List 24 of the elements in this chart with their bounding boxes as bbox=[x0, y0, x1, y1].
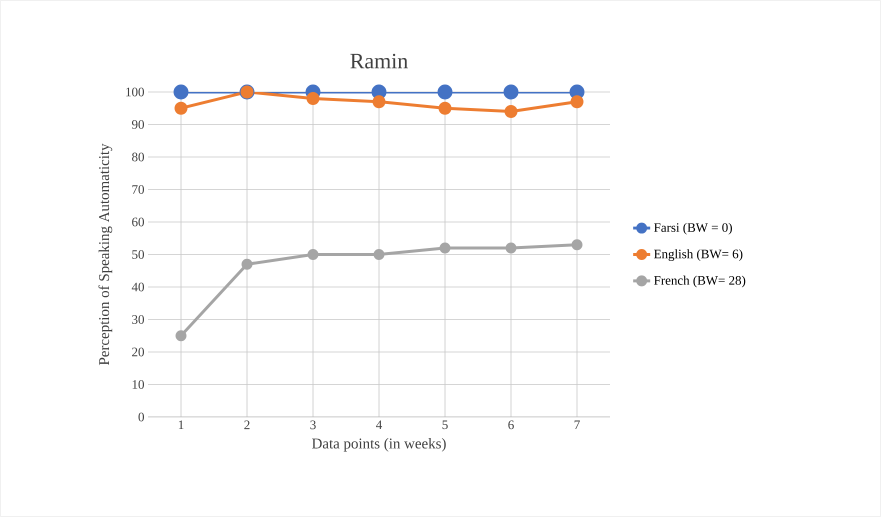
y-axis-title: Perception of Speaking Automaticity bbox=[98, 144, 112, 366]
y-tick-label: 10 bbox=[132, 380, 144, 389]
x-tick-label: 4 bbox=[376, 420, 382, 430]
y-tick-label: 90 bbox=[132, 120, 144, 129]
x-tick-label: 3 bbox=[310, 420, 316, 430]
legend-label: Farsi (BW = 0) bbox=[654, 222, 732, 235]
x-tick-label: 1 bbox=[178, 420, 184, 430]
x-tick-label: 7 bbox=[574, 420, 580, 429]
x-tick-label: 5 bbox=[442, 420, 448, 430]
legend-label: French (BW= 28) bbox=[654, 276, 746, 288]
x-tick-label: 6 bbox=[508, 420, 514, 430]
legend-label: English (BW= 6) bbox=[654, 249, 742, 262]
y-tick-label: 50 bbox=[132, 250, 144, 259]
y-tick-label: 40 bbox=[132, 282, 144, 292]
y-tick-label: 100 bbox=[126, 88, 144, 96]
chart-title: Ramin bbox=[350, 54, 408, 68]
y-tick-label: 20 bbox=[132, 348, 144, 356]
y-tick-label: 80 bbox=[132, 152, 144, 162]
x-tick-label: 2 bbox=[244, 420, 250, 430]
y-tick-label: 70 bbox=[132, 185, 144, 194]
y-tick-label: 30 bbox=[132, 315, 144, 324]
x-axis-title: Data points (in weeks) bbox=[312, 438, 446, 452]
y-tick-label: 0 bbox=[138, 412, 144, 422]
y-tick-label: 60 bbox=[132, 218, 144, 226]
